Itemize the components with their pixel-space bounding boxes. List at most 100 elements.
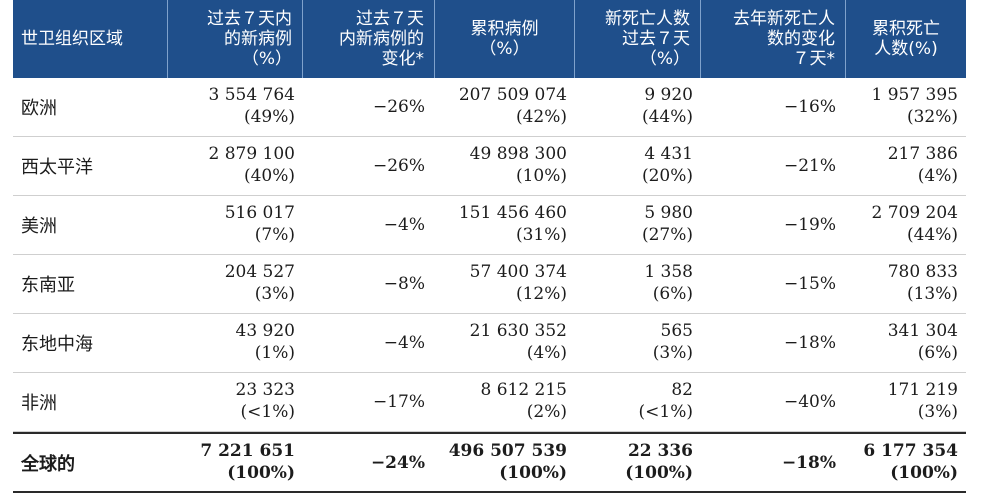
cell-new-cases: 23 323 (<1%) <box>168 373 303 431</box>
cell-new-deaths: 9 920 (44%) <box>575 78 701 136</box>
percent-cum-deaths: (6%) <box>917 343 958 363</box>
value-cum-cases: 21 630 352 <box>469 321 567 341</box>
value-change: −4% <box>383 215 425 235</box>
region-name: 欧洲 <box>21 98 57 119</box>
value-death-change: −21% <box>783 156 836 176</box>
header-death-change-label: 去年新死亡人 数的变化 ７天* <box>733 9 835 69</box>
cell-new-cases: 516 017 (7%) <box>168 196 303 254</box>
percent-cum-deaths: (3%) <box>917 402 958 422</box>
table-row: 东地中海 43 920 (1%) −4% 21 630 352 (4%) 565 (3%) −1… <box>13 314 966 373</box>
value-cum-cases: 207 509 074 <box>458 85 567 105</box>
cell-change: −17% <box>303 373 435 431</box>
cell-cum-deaths: 171 219 (3%) <box>846 373 966 431</box>
value-new-cases: 516 017 <box>224 203 295 223</box>
table-row: 美洲 516 017 (7%) −4% 151 456 460 (31%) 5 980 (27… <box>13 196 966 255</box>
percent-cum-cases: (42%) <box>515 107 567 127</box>
region-name: 东南亚 <box>21 275 75 296</box>
value-new-deaths: 9 920 <box>644 85 693 105</box>
header-cumulative-cases-label: 累积病例 （%） <box>470 19 539 59</box>
cell-change: −4% <box>303 196 435 254</box>
cell-cum-deaths: 1 957 395 (32%) <box>846 78 966 136</box>
region-name: 东地中海 <box>21 334 93 355</box>
region-name: 全球的 <box>21 454 75 475</box>
cell-death-change: −18% <box>701 314 846 372</box>
value-new-cases: 204 527 <box>224 262 295 282</box>
cell-new-cases: 3 554 764 (49%) <box>168 78 303 136</box>
cell-new-cases: 2 879 100 (40%) <box>168 137 303 195</box>
percent-new-deaths: (100%) <box>625 463 693 483</box>
percent-cum-cases: (31%) <box>515 225 567 245</box>
percent-cum-deaths: (13%) <box>906 284 958 304</box>
header-region: 世卫组织区域 <box>13 0 168 78</box>
value-cum-deaths: 2 709 204 <box>871 203 958 223</box>
cell-new-deaths: 4 431 (20%) <box>575 137 701 195</box>
cell-death-change: −19% <box>701 196 846 254</box>
cell-cum-cases: 496 507 539 (100%) <box>435 434 575 492</box>
covid-region-table: 世卫组织区域 过去７天内 的新病例 （%） 过去７天 内新病例的 变化* 累积病例 （… <box>13 0 966 493</box>
cell-death-change: −16% <box>701 78 846 136</box>
percent-new-cases: (7%) <box>254 225 295 245</box>
cell-cum-cases: 151 456 460 (31%) <box>435 196 575 254</box>
value-new-deaths: 4 431 <box>644 144 693 164</box>
cell-cum-cases: 57 400 374 (12%) <box>435 255 575 313</box>
value-cum-deaths: 780 833 <box>887 262 958 282</box>
percent-cum-cases: (2%) <box>526 402 567 422</box>
table-row: 西太平洋 2 879 100 (40%) −26% 49 898 300 (10%) 4 4… <box>13 137 966 196</box>
cell-new-deaths: 22 336 (100%) <box>575 434 701 492</box>
table-row: 东南亚 204 527 (3%) −8% 57 400 374 (12%) 1 358 (6%… <box>13 255 966 314</box>
table-row: 非洲 23 323 (<1%) −17% 8 612 215 (2%) 82 (<1%) −40… <box>13 373 966 432</box>
percent-new-deaths: (3%) <box>652 343 693 363</box>
header-case-change-label: 过去７天 内新病例的 变化* <box>339 9 424 69</box>
percent-new-deaths: (27%) <box>641 225 693 245</box>
value-death-change: −19% <box>783 215 836 235</box>
header-death-change: 去年新死亡人 数的变化 ７天* <box>701 0 846 78</box>
percent-new-deaths: (44%) <box>641 107 693 127</box>
value-new-deaths: 1 358 <box>644 262 693 282</box>
cell-cum-deaths: 6 177 354 (100%) <box>846 434 966 492</box>
cell-cum-cases: 207 509 074 (42%) <box>435 78 575 136</box>
cell-new-deaths: 1 358 (6%) <box>575 255 701 313</box>
table-row: 欧洲 3 554 764 (49%) −26% 207 509 074 (42%) 9 92… <box>13 78 966 137</box>
cell-death-change: −15% <box>701 255 846 313</box>
table-header: 世卫组织区域 过去７天内 的新病例 （%） 过去７天 内新病例的 变化* 累积病例 （… <box>13 0 966 78</box>
value-change: −4% <box>383 333 425 353</box>
percent-cum-deaths: (32%) <box>906 107 958 127</box>
value-new-cases: 3 554 764 <box>208 85 295 105</box>
percent-cum-deaths: (100%) <box>890 463 958 483</box>
header-new-cases-label: 过去７天内 的新病例 （%） <box>207 9 292 69</box>
table-total-row: 全球的 7 221 651 (100%) −24% 496 507 539 (100%) 2… <box>13 432 966 493</box>
header-region-label: 世卫组织区域 <box>21 29 123 49</box>
value-death-change: −18% <box>781 453 836 473</box>
cell-new-deaths: 565 (3%) <box>575 314 701 372</box>
value-cum-cases: 49 898 300 <box>469 144 567 164</box>
cell-change: −26% <box>303 78 435 136</box>
percent-cum-cases: (100%) <box>499 463 567 483</box>
value-change: −17% <box>372 392 425 412</box>
value-change: −24% <box>370 453 425 473</box>
header-cumulative-deaths: 累积死亡 人数(%) <box>846 0 966 78</box>
cell-new-deaths: 82 (<1%) <box>575 373 701 431</box>
cell-new-cases: 43 920 (1%) <box>168 314 303 372</box>
percent-cum-cases: (10%) <box>515 166 567 186</box>
value-new-deaths: 82 <box>671 380 693 400</box>
value-cum-deaths: 217 386 <box>887 144 958 164</box>
percent-new-cases: (49%) <box>243 107 295 127</box>
percent-new-cases: (3%) <box>254 284 295 304</box>
value-death-change: −15% <box>783 274 836 294</box>
value-new-cases: 2 879 100 <box>208 144 295 164</box>
cell-change: −4% <box>303 314 435 372</box>
region-name: 西太平洋 <box>21 157 93 178</box>
percent-new-cases: (100%) <box>227 463 295 483</box>
value-change: −26% <box>372 156 425 176</box>
cell-cum-deaths: 780 833 (13%) <box>846 255 966 313</box>
cell-change: −8% <box>303 255 435 313</box>
cell-cum-deaths: 2 709 204 (44%) <box>846 196 966 254</box>
cell-death-change: −21% <box>701 137 846 195</box>
percent-new-deaths: (6%) <box>652 284 693 304</box>
percent-new-deaths: (20%) <box>641 166 693 186</box>
percent-new-cases: (<1%) <box>240 402 295 422</box>
percent-cum-cases: (4%) <box>526 343 567 363</box>
percent-cum-deaths: (44%) <box>906 225 958 245</box>
percent-new-cases: (1%) <box>254 343 295 363</box>
region-name: 非洲 <box>21 393 57 414</box>
